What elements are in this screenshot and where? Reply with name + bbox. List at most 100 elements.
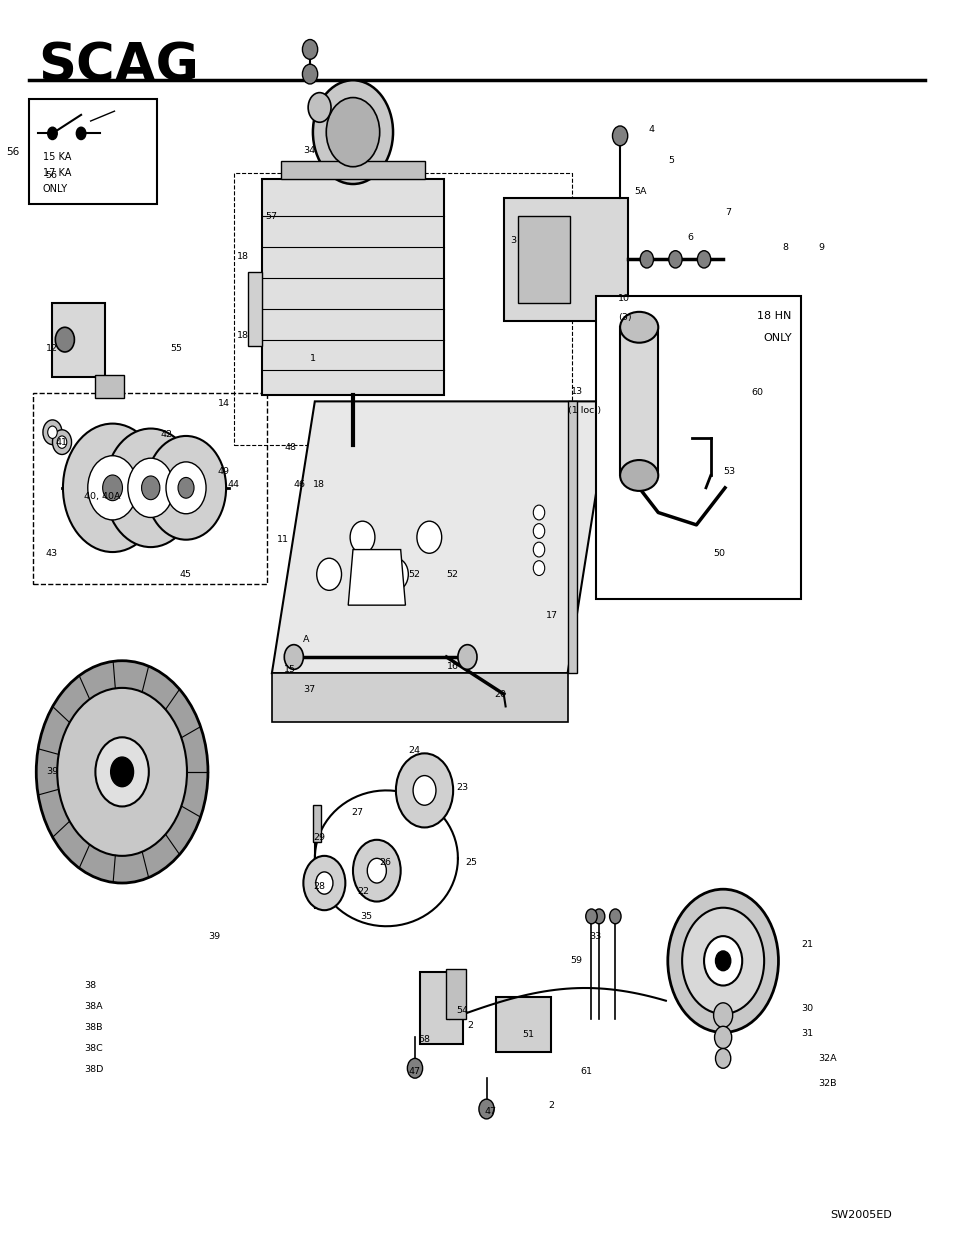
Text: (1 loc.): (1 loc.) [567,405,600,415]
Text: 50: 50 [713,548,725,558]
Text: 28: 28 [313,882,325,892]
Circle shape [111,757,133,787]
Text: 45: 45 [179,569,192,579]
Circle shape [43,420,62,445]
Text: 41: 41 [55,437,68,447]
Bar [419,972,462,1044]
Text: 59: 59 [570,956,582,966]
Bar [496,997,551,1052]
Bar [262,179,443,395]
Circle shape [715,1049,730,1068]
Circle shape [95,737,149,806]
Text: 31: 31 [801,1029,813,1039]
Circle shape [303,856,345,910]
Bar [503,198,627,321]
Ellipse shape [619,461,658,492]
Circle shape [308,93,331,122]
Text: 18 HN: 18 HN [757,311,791,321]
Bar [233,173,572,445]
Circle shape [609,909,620,924]
Text: 16: 16 [446,662,458,672]
Text: 57: 57 [265,211,277,221]
Text: 8: 8 [781,242,787,252]
Circle shape [533,505,544,520]
Circle shape [585,909,597,924]
Circle shape [667,889,778,1032]
Bar [313,805,320,842]
Circle shape [326,98,379,167]
Circle shape [593,909,604,924]
Circle shape [313,80,393,184]
Circle shape [713,1003,732,1028]
Text: 2: 2 [548,1100,554,1110]
Text: 47: 47 [484,1107,497,1116]
Circle shape [105,429,196,547]
Circle shape [533,542,544,557]
Circle shape [55,327,74,352]
Circle shape [478,1099,494,1119]
Text: 6: 6 [686,232,692,242]
Text: 5A: 5A [634,186,646,196]
Text: 1: 1 [310,353,315,363]
Text: 44: 44 [227,479,239,489]
Text: 60: 60 [751,388,763,398]
Circle shape [48,426,57,438]
Circle shape [416,521,441,553]
Text: (3): (3) [618,312,631,322]
Circle shape [302,40,317,59]
Circle shape [395,753,453,827]
Text: 53: 53 [722,467,735,477]
Bar [52,303,105,377]
Text: 38A: 38A [84,1002,103,1011]
Text: 56: 56 [6,147,19,157]
Circle shape [52,430,71,454]
Circle shape [367,858,386,883]
Bar [596,296,801,599]
Bar [619,327,658,475]
Circle shape [178,478,193,498]
Text: 29: 29 [313,832,325,842]
Circle shape [128,458,173,517]
Circle shape [284,645,303,669]
Text: 46: 46 [294,479,306,489]
Text: 35: 35 [360,911,373,921]
Bar [517,216,570,303]
Bar [567,401,577,673]
Text: 56: 56 [46,170,58,180]
Circle shape [63,424,162,552]
Polygon shape [348,550,405,605]
Text: 52: 52 [446,569,458,579]
Text: 42: 42 [160,430,172,440]
Circle shape [315,872,333,894]
Circle shape [166,462,206,514]
Text: 17 KA: 17 KA [43,168,71,178]
Text: 9: 9 [818,242,823,252]
Text: 39: 39 [46,767,58,777]
Circle shape [715,951,730,971]
Text: 40, 40A: 40, 40A [84,492,120,501]
Text: 32A: 32A [818,1053,837,1063]
Circle shape [316,558,341,590]
Text: 2: 2 [467,1020,473,1030]
Text: 34: 34 [303,146,315,156]
Text: A: A [303,635,310,645]
Circle shape [146,436,226,540]
Text: 24: 24 [408,746,420,756]
Circle shape [103,475,122,500]
Polygon shape [272,673,567,722]
Text: 15 KA: 15 KA [43,152,71,162]
Text: 18: 18 [236,252,249,262]
Circle shape [714,1026,731,1049]
Text: 38B: 38B [84,1023,102,1032]
Text: 47: 47 [408,1067,420,1077]
Text: 27: 27 [351,808,363,818]
Text: 7: 7 [724,207,730,217]
Text: 20: 20 [494,689,506,699]
Text: 49: 49 [217,467,230,477]
Text: 5: 5 [667,156,673,165]
Bar [248,272,262,346]
Bar [29,99,157,204]
Circle shape [353,840,400,902]
Text: 52: 52 [408,569,420,579]
Text: 11: 11 [276,535,289,545]
